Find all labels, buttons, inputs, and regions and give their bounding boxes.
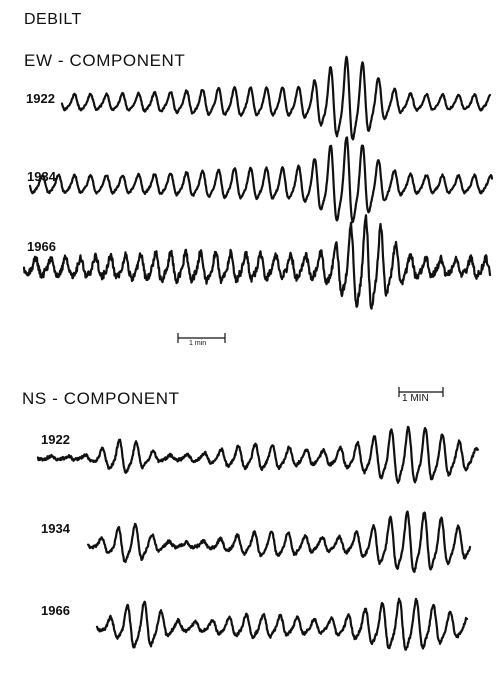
ew-component-title: EW - COMPONENT <box>24 52 185 69</box>
ns-1966-trace <box>97 599 467 650</box>
ns-1934-trace <box>88 512 470 572</box>
ew-year-label-1922: 1922 <box>26 92 55 105</box>
ns-year-label-1966: 1966 <box>41 604 70 617</box>
ns-1922-trace <box>38 427 478 483</box>
ew-1966-trace <box>24 215 490 308</box>
station-name: DEBILT <box>24 12 82 28</box>
ns-year-label-1922: 1922 <box>41 433 70 446</box>
ns-year-label-1934: 1934 <box>41 522 70 535</box>
ew-scale-label: 1 min <box>189 340 206 347</box>
ew-1934-trace <box>30 137 492 222</box>
ns-component-title: NS - COMPONENT <box>22 390 180 407</box>
ns-scale-label: 1 MIN <box>402 394 429 404</box>
ew-year-label-1966: 1966 <box>27 240 56 253</box>
ew-year-label-1934: 1934 <box>27 170 56 183</box>
